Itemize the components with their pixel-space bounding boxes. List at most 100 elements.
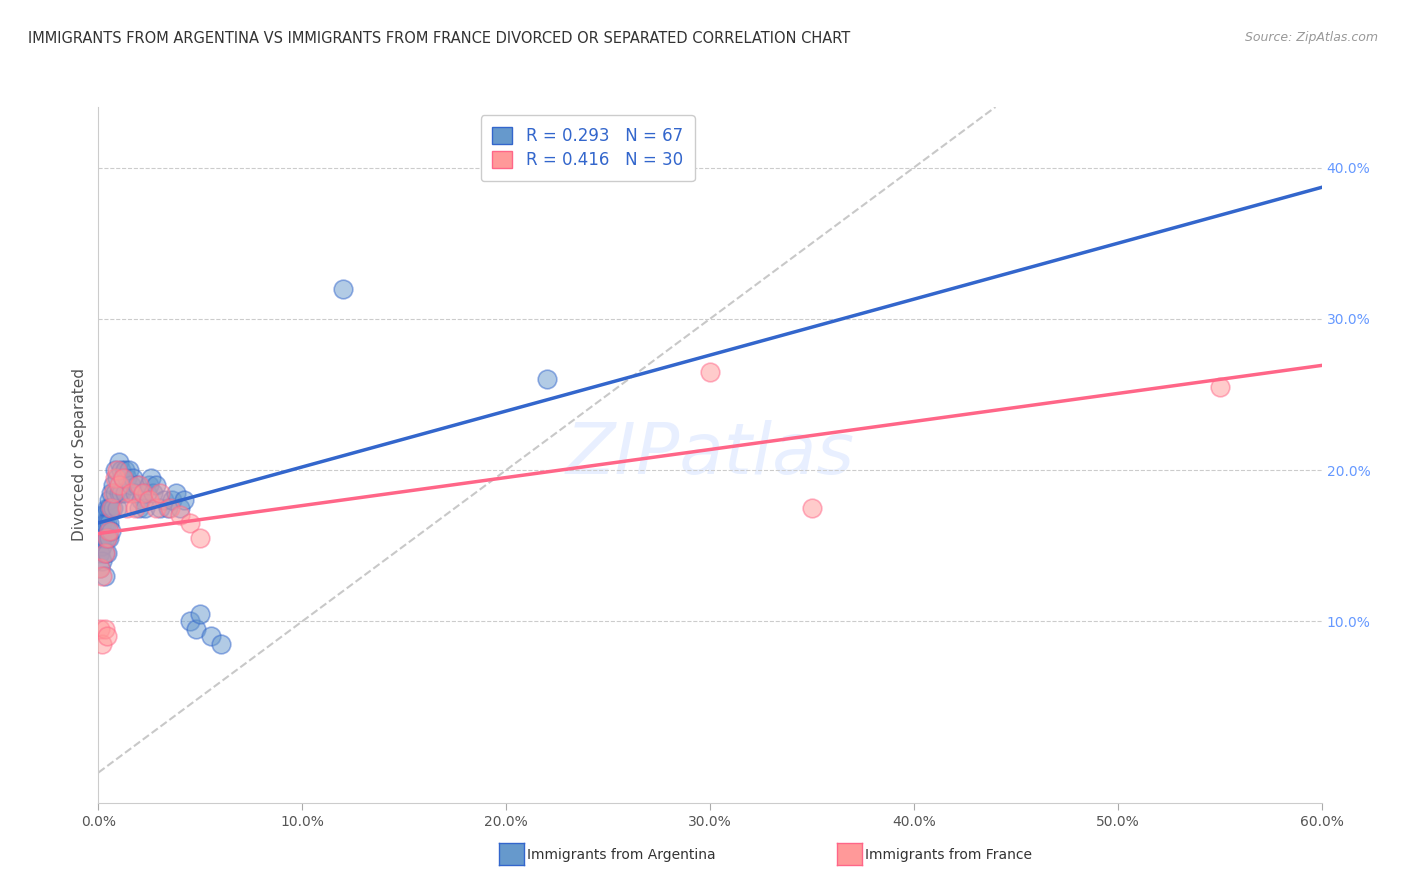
Point [91,569,114,583]
Point [101,485,124,500]
Point [165,485,187,500]
Point [101,478,124,492]
Point [209,637,232,651]
Point [142,485,165,500]
Point [89,531,111,545]
Point [105,470,128,484]
Point [97,493,120,508]
Point [118,463,141,477]
Y-axis label: Divorced or Separated: Divorced or Separated [72,368,87,541]
Point [132,485,155,500]
Point [108,455,131,469]
Point [89,561,111,575]
Point [122,470,145,484]
Point [120,485,142,500]
Point [149,500,172,515]
Point [105,463,128,477]
Point [160,493,183,508]
Legend: R = 0.293   N = 67, R = 0.416   N = 30: R = 0.293 N = 67, R = 0.416 N = 30 [481,115,695,181]
Point [89,546,111,560]
Point [179,516,201,530]
Point [699,365,721,379]
Point [179,615,201,629]
Point [104,470,127,484]
Point [188,607,212,621]
Point [100,500,122,515]
Point [100,500,122,515]
Point [97,500,120,515]
Point [115,470,138,484]
Point [91,531,114,545]
Point [173,493,195,508]
Text: Immigrants from France: Immigrants from France [865,847,1032,862]
Point [186,622,208,636]
Point [152,493,174,508]
Point [93,531,115,545]
Text: ZIPatlas: ZIPatlas [565,420,855,490]
Point [115,500,138,515]
Text: Immigrants from Argentina: Immigrants from Argentina [527,847,716,862]
Point [93,516,115,530]
Point [89,524,111,538]
Point [104,485,127,500]
Point [93,569,115,583]
Point [96,531,118,545]
Point [91,637,114,651]
Point [91,539,114,553]
Point [97,524,120,538]
Point [169,500,191,515]
Point [111,470,134,484]
Point [200,629,222,643]
Point [104,463,127,477]
Point [89,622,111,636]
Point [111,470,134,484]
Point [169,508,191,523]
Point [110,463,132,477]
Point [108,478,131,492]
Point [145,478,167,492]
Point [91,554,114,568]
Point [136,485,159,500]
Point [100,524,122,538]
Point [149,485,172,500]
Point [96,500,118,515]
Point [120,478,142,492]
Point [1209,380,1232,394]
Point [96,516,118,530]
Point [128,500,150,515]
Point [114,485,136,500]
Point [801,500,824,515]
Point [138,493,160,508]
Point [141,470,163,484]
Text: Source: ZipAtlas.com: Source: ZipAtlas.com [1244,31,1378,45]
Point [145,500,167,515]
Point [93,546,115,560]
Point [101,500,124,515]
Point [91,516,114,530]
Point [96,546,118,560]
Point [97,531,120,545]
Point [128,478,150,492]
Point [536,372,558,386]
Point [188,531,212,545]
Point [93,546,115,560]
Point [108,485,131,500]
Point [93,622,115,636]
Point [132,485,155,500]
Point [129,493,152,508]
Point [134,500,156,515]
Point [332,281,354,295]
Point [93,508,115,523]
Text: IMMIGRANTS FROM ARGENTINA VS IMMIGRANTS FROM FRANCE DIVORCED OR SEPARATED CORREL: IMMIGRANTS FROM ARGENTINA VS IMMIGRANTS … [28,31,851,46]
Point [159,500,181,515]
Point [110,485,132,500]
Point [100,485,122,500]
Point [124,485,146,500]
Point [97,516,120,530]
Point [127,478,149,492]
Point [114,463,136,477]
Point [156,500,179,515]
Point [138,478,160,492]
Point [105,500,128,515]
Point [89,561,111,575]
